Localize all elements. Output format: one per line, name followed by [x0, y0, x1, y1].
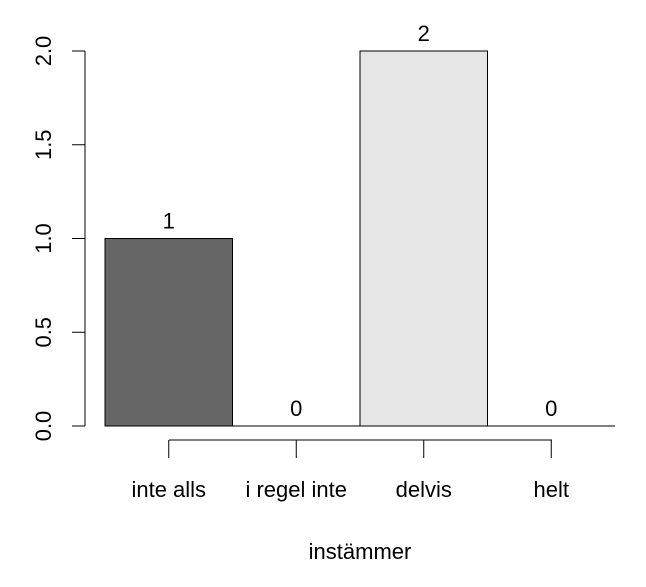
bar — [359, 50, 488, 427]
value-label: 0 — [290, 396, 302, 421]
y-tick-label: 2.0 — [31, 36, 56, 67]
bar — [104, 238, 233, 427]
x-tick-label: inte alls — [131, 477, 206, 502]
y-tick-label: 1.0 — [31, 223, 56, 254]
value-label: 0 — [545, 396, 557, 421]
y-tick-label: 1.5 — [31, 129, 56, 160]
value-label: 2 — [418, 21, 430, 46]
y-tick-label: 0.0 — [31, 411, 56, 442]
value-label: 1 — [163, 208, 175, 233]
x-tick-label: i regel inte — [245, 477, 347, 502]
x-tick-label: helt — [534, 477, 569, 502]
y-tick-label: 0.5 — [31, 317, 56, 348]
x-tick-label: delvis — [396, 477, 452, 502]
x-axis-title: instämmer — [309, 539, 412, 564]
